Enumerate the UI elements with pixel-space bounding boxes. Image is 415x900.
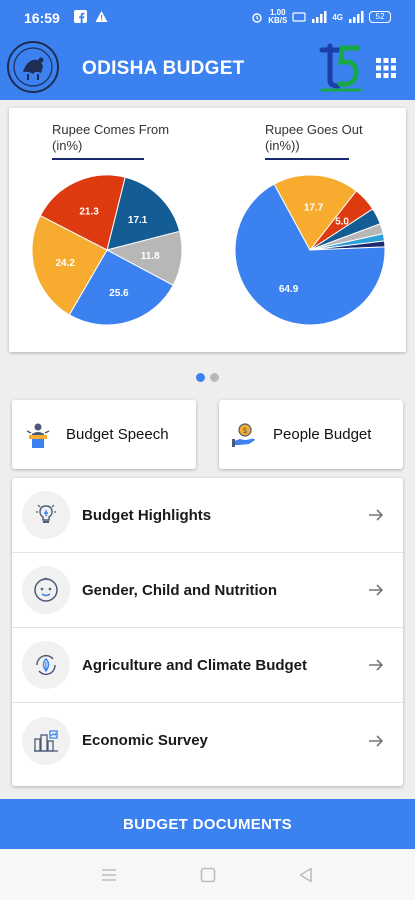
pie-slice-label: 17.1 <box>128 215 148 226</box>
status-bar: 16:59 1.00 KB/S 4G 52 <box>0 0 415 36</box>
chart-right-title: Rupee Goes Out (in%)) <box>265 122 363 154</box>
budget-speech-label: Budget Speech <box>66 426 169 443</box>
chart-right-title-line1: Rupee Goes Out <box>265 122 363 137</box>
odisha-emblem-icon <box>7 41 59 93</box>
pie-slice[interactable] <box>106 176 181 251</box>
pie-slice-label: 24.2 <box>56 258 76 269</box>
arrow-right-icon <box>369 509 384 521</box>
grid-menu-icon[interactable] <box>376 58 396 78</box>
list-item-economic-survey[interactable]: Economic Survey <box>12 703 403 778</box>
signal-4g-label: 4G <box>332 12 343 22</box>
back-nav-icon[interactable] <box>297 866 315 884</box>
chart-right-title-line2: (in%)) <box>265 138 300 153</box>
arrow-right-icon <box>369 659 384 671</box>
home-nav-icon[interactable] <box>199 866 217 884</box>
pager-dot-1[interactable] <box>196 373 205 382</box>
row-icon-background <box>22 491 70 539</box>
pie-slice[interactable] <box>68 249 174 326</box>
row-icon-background <box>22 641 70 689</box>
pie-slice[interactable] <box>273 174 357 251</box>
pie-slice-label: 25.6 <box>109 288 129 299</box>
pie-slice-label: 64.9 <box>279 284 299 295</box>
lightbulb-icon <box>36 504 56 523</box>
status-right-icons: 1.00 KB/S 4G 52 <box>251 9 391 25</box>
pie-slice-label: 21.3 <box>79 206 99 217</box>
budget-sections-list: Budget Highlights Gender, Child and Nutr… <box>12 478 403 786</box>
speaker-podium-icon <box>26 423 50 448</box>
people-budget-card[interactable]: $ People Budget <box>219 400 403 469</box>
pie-slice[interactable] <box>39 174 126 251</box>
people-budget-label: People Budget <box>273 426 372 443</box>
list-item-label: Budget Highlights <box>82 506 212 524</box>
app-bar: ODISHA BUDGET <box>0 36 415 100</box>
app-title: ODISHA BUDGET <box>82 58 245 79</box>
leaf-cycle-icon <box>36 655 56 675</box>
battery-icon: 52 <box>369 11 391 23</box>
menu-nav-icon[interactable] <box>100 866 118 884</box>
pie-slice-label: 11.8 <box>141 251 160 262</box>
carousel-pager <box>196 373 219 382</box>
signal-icon-2 <box>349 11 364 23</box>
list-item-budget-highlights[interactable]: Budget Highlights <box>12 478 403 553</box>
system-nav-bar <box>0 849 415 900</box>
money-hand-icon: $ <box>232 422 255 447</box>
pager-dot-2[interactable] <box>210 373 219 382</box>
city-chart-icon <box>34 729 58 752</box>
facebook-icon <box>74 10 87 23</box>
budget-charts-carousel[interactable]: Rupee Comes From (in%) Rupee Goes Out (i… <box>9 108 406 352</box>
chart-right-underline <box>265 158 349 160</box>
chart-left-underline <box>52 158 144 160</box>
list-item-gender-child-nutrition[interactable]: Gender, Child and Nutrition <box>12 553 403 628</box>
rupee-comes-from-pie[interactable]: 17.1 11.8 25.6 24.2 21.3 <box>31 174 183 326</box>
svg-text:$: $ <box>242 426 247 435</box>
chart-left-title-line1: Rupee Comes From <box>52 122 170 137</box>
list-item-label: Gender, Child and Nutrition <box>82 581 277 599</box>
network-speed-value: 1.00 <box>269 8 286 17</box>
list-item-label: Economic Survey <box>82 732 208 749</box>
pie-slice[interactable] <box>234 183 386 326</box>
warning-icon <box>95 11 108 22</box>
status-notification-icons <box>74 10 108 24</box>
status-time: 16:59 <box>24 10 60 26</box>
volte-icon <box>292 12 306 22</box>
network-speed: 1.00 KB/S <box>268 9 287 25</box>
alarm-icon <box>252 13 262 23</box>
pie-slice-label: 5.0 <box>335 217 349 228</box>
list-item-label: Agriculture and Climate Budget <box>82 656 308 674</box>
chart-left-title-line2: (in%) <box>52 138 83 153</box>
budget-documents-button[interactable]: BUDGET DOCUMENTS <box>0 799 415 849</box>
row-icon-background <box>22 716 70 765</box>
t5-logo-icon <box>319 43 362 92</box>
baby-face-icon <box>34 577 58 602</box>
row-icon-background <box>22 566 70 614</box>
arrow-right-icon <box>369 584 384 596</box>
chart-left-title: Rupee Comes From (in%) <box>52 122 169 154</box>
pie-slice-label: 17.7 <box>304 203 324 214</box>
network-speed-unit: KB/S <box>268 16 288 25</box>
budget-speech-card[interactable]: Budget Speech <box>12 400 196 469</box>
signal-icon <box>312 11 327 23</box>
list-item-agriculture-climate[interactable]: Agriculture and Climate Budget <box>12 628 403 703</box>
arrow-right-icon <box>369 734 384 747</box>
rupee-goes-out-pie[interactable]: 5.0 64.9 17.7 <box>234 174 386 326</box>
